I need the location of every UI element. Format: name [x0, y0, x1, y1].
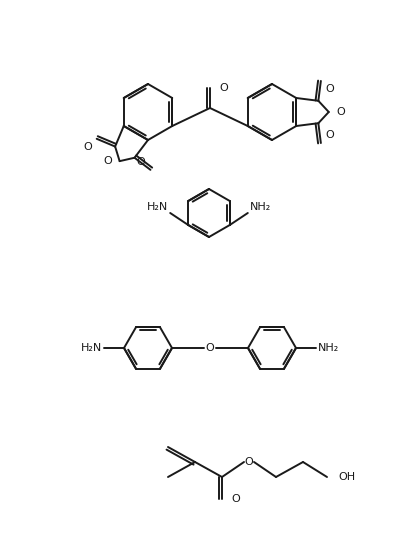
Text: O: O	[219, 83, 228, 93]
Text: O: O	[326, 130, 335, 140]
Text: O: O	[103, 156, 111, 166]
Text: O: O	[137, 157, 145, 167]
Text: NH₂: NH₂	[318, 343, 339, 353]
Text: H₂N: H₂N	[147, 202, 168, 212]
Text: H₂N: H₂N	[81, 343, 102, 353]
Text: O: O	[206, 343, 215, 353]
Text: O: O	[337, 107, 346, 117]
Text: O: O	[231, 494, 240, 504]
Text: NH₂: NH₂	[250, 202, 271, 212]
Text: OH: OH	[338, 472, 355, 482]
Text: O: O	[83, 142, 92, 152]
Text: O: O	[245, 457, 253, 467]
Text: O: O	[326, 84, 335, 94]
